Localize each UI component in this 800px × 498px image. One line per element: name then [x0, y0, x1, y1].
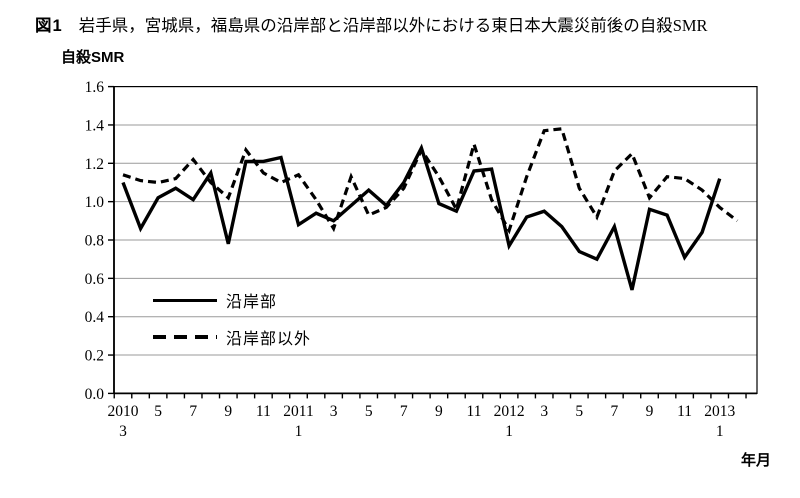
- x-tick-label: 3: [330, 403, 338, 420]
- x-tick-label: 9: [646, 403, 654, 420]
- x-tick-label-month: 3: [119, 423, 127, 440]
- y-tick-label: 1.0: [85, 194, 105, 211]
- y-axis-title: 自殺SMR: [61, 49, 125, 66]
- x-tick-label: 11: [677, 403, 692, 420]
- x-tick-label: 11: [467, 403, 482, 420]
- dashed-line-swatch: [153, 335, 217, 339]
- x-tick-label-month: 1: [295, 423, 303, 440]
- y-tick-label: 1.2: [85, 156, 104, 173]
- y-tick-label: 1.6: [85, 79, 105, 96]
- y-tick-label: 0.6: [85, 271, 105, 288]
- x-tick-label: 9: [224, 403, 232, 420]
- x-tick-label: 5: [154, 403, 162, 420]
- legend-label-coastal: 沿岸部: [226, 294, 278, 311]
- x-tick-label: 2011: [283, 403, 313, 420]
- figure-title-text: 岩手県，宮城県，福島県の沿岸部と沿岸部以外における東日本大震災前後の自殺SMR: [78, 16, 708, 35]
- x-tick-label: 2010: [108, 403, 139, 420]
- x-tick-label: 9: [435, 403, 443, 420]
- x-tick-label: 5: [575, 403, 583, 420]
- coastal-series-line: [121, 143, 722, 291]
- x-axis-title: 年月: [741, 452, 772, 469]
- legend-item-noncoastal: 沿岸部以外: [153, 325, 311, 349]
- chart-legend: 沿岸部 沿岸部以外: [153, 288, 311, 362]
- x-tick-label-month: 1: [716, 423, 724, 440]
- y-tick-label: 0.2: [85, 348, 104, 365]
- x-tick-label-month: 1: [505, 423, 513, 440]
- x-tick-label: 7: [400, 403, 408, 420]
- x-tick-label: 7: [611, 403, 619, 420]
- legend-item-coastal: 沿岸部: [153, 288, 311, 312]
- y-tick-label: 0.8: [85, 233, 105, 250]
- figure-title: 図1 岩手県，宮城県，福島県の沿岸部と沿岸部以外における東日本大震災前後の自殺SM…: [35, 12, 795, 36]
- y-tick-label: 1.4: [85, 117, 105, 134]
- solid-line-swatch: [153, 298, 217, 302]
- noncoastal-series-line: [122, 127, 739, 235]
- x-tick-label: 2013: [704, 403, 735, 420]
- x-tick-label: 5: [365, 403, 373, 420]
- x-tick-label: 11: [256, 403, 271, 420]
- figure-number-label: 図1: [35, 17, 63, 35]
- x-tick-label: 7: [189, 403, 197, 420]
- x-tick-label: 2012: [494, 403, 525, 420]
- legend-label-noncoastal: 沿岸部以外: [226, 331, 312, 348]
- y-tick-label: 0.4: [85, 309, 105, 326]
- y-tick-label: 0.0: [85, 386, 105, 403]
- x-tick-label: 3: [540, 403, 548, 420]
